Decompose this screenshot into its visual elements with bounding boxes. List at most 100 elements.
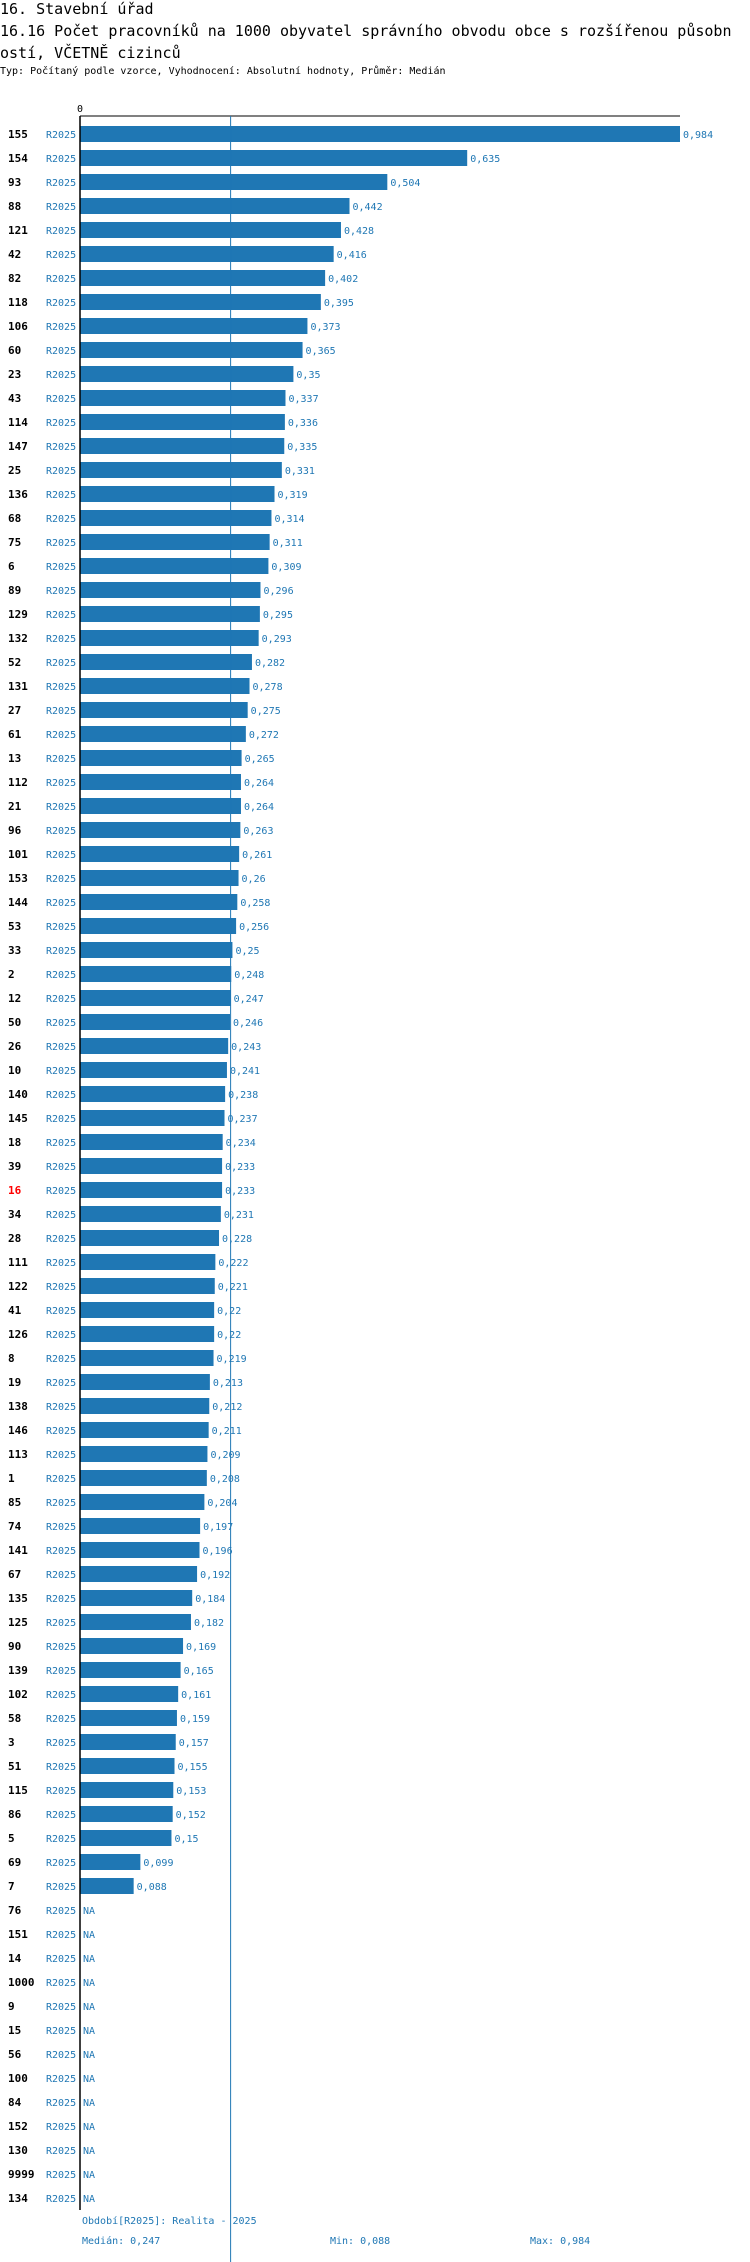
category-label: 34 [8,1208,22,1221]
na-label: NA [83,2146,95,2157]
na-label: NA [83,2194,95,2205]
bar [80,1686,179,1702]
value-label: 0,314 [274,514,304,525]
series-label: R2025 [46,1474,76,1485]
bar [80,1350,214,1366]
category-label: 114 [8,416,28,429]
series-label: R2025 [46,2194,76,2205]
value-label: 0,337 [288,394,318,405]
series-label: R2025 [46,1258,76,1269]
category-label: 152 [8,2120,28,2133]
na-label: NA [83,1906,95,1917]
value-label: 0,293 [262,634,292,645]
na-label: NA [83,2122,95,2133]
series-label: R2025 [46,2026,76,2037]
series-label: R2025 [46,1714,76,1725]
bar [80,1734,176,1750]
series-label: R2025 [46,826,76,837]
bar [80,678,250,694]
category-label: 5 [8,1832,15,1845]
series-label: R2025 [46,1642,76,1653]
bar [80,1398,210,1414]
footer-min: Min: 0,088 [330,2236,391,2247]
bar [80,582,261,598]
category-label: 144 [8,896,28,909]
series-label: R2025 [46,706,76,717]
bar [80,702,248,718]
value-label: 0,208 [210,1474,240,1485]
category-label: 69 [8,1856,21,1869]
value-label: 0,402 [328,274,358,285]
series-label: R2025 [46,1546,76,1557]
value-label: 0,204 [207,1498,237,1509]
series-label: R2025 [46,202,76,213]
category-label: 141 [8,1544,28,1557]
value-label: 0,335 [287,442,317,453]
value-label: 0,192 [200,1570,230,1581]
na-label: NA [83,1978,95,1989]
category-label: 41 [8,1304,22,1317]
value-label: 0,219 [217,1354,247,1365]
category-label: 138 [8,1400,28,1413]
series-label: R2025 [46,1738,76,1749]
category-label: 153 [8,872,28,885]
value-label: 0,22 [217,1330,241,1341]
series-label: R2025 [46,610,76,621]
series-label: R2025 [46,418,76,429]
footer-median: Medián: 0,247 [82,2236,161,2247]
value-label: 0,265 [245,754,275,765]
value-label: 0,395 [324,298,354,309]
category-label: 21 [8,800,22,813]
series-label: R2025 [46,1210,76,1221]
bar [80,1134,223,1150]
value-label: 0,272 [249,730,279,741]
value-label: 0,319 [278,490,308,501]
category-label: 88 [8,200,21,213]
bar [80,1542,200,1558]
category-label: 155 [8,128,28,141]
bar [80,198,350,214]
series-label: R2025 [46,322,76,333]
bar [80,126,680,142]
value-label: 0,295 [263,610,293,621]
series-label: R2025 [46,1378,76,1389]
na-label: NA [83,2002,95,2013]
series-label: R2025 [46,394,76,405]
series-label: R2025 [46,1234,76,1245]
bar [80,1086,226,1102]
bar [80,1374,210,1390]
category-label: 96 [8,824,22,837]
bar [80,798,241,814]
series-label: R2025 [46,130,76,141]
category-label: 129 [8,608,28,621]
value-label: 0,264 [244,778,274,789]
series-label: R2025 [46,850,76,861]
bar [80,870,239,886]
value-label: 0,296 [263,586,293,597]
bar [80,990,231,1006]
bar [80,1422,209,1438]
bar [80,1326,215,1342]
bar [80,1662,181,1678]
value-label: 0,22 [217,1306,241,1317]
category-label: 9 [8,2000,15,2013]
series-label: R2025 [46,1930,76,1941]
series-label: R2025 [46,2170,76,2181]
value-label: 0,233 [225,1162,255,1173]
value-label: 0,099 [143,1858,173,1869]
series-label: R2025 [46,1906,76,1917]
category-label: 82 [8,272,21,285]
category-label: 151 [8,1928,28,1941]
value-label: 0,635 [470,154,500,165]
category-label: 7 [8,1880,15,1893]
category-label: 84 [8,2096,22,2109]
bar [80,726,246,742]
series-label: R2025 [46,1354,76,1365]
series-label: R2025 [46,874,76,885]
bar [80,1110,225,1126]
bar [80,1806,173,1822]
category-label: 12 [8,992,21,1005]
series-label: R2025 [46,994,76,1005]
bar [80,366,294,382]
category-label: 126 [8,1328,28,1341]
